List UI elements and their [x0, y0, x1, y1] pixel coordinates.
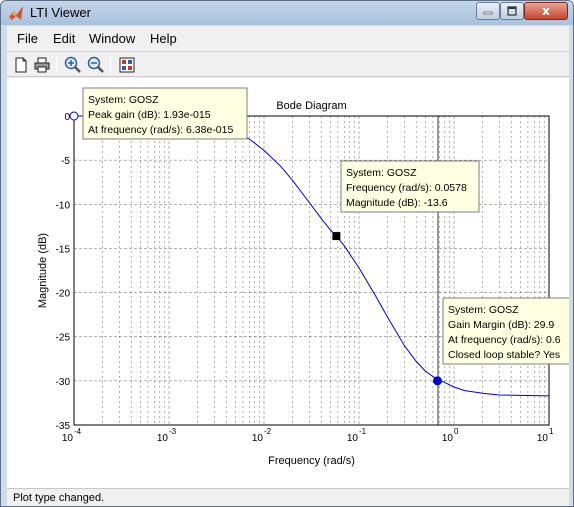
menu-window[interactable]: Window [89, 31, 136, 46]
close-button[interactable]: x [524, 2, 568, 20]
y-axis-label: Magnitude (dB) [37, 233, 49, 308]
status-text: Plot type changed. [13, 492, 105, 504]
toolbar-separator [110, 56, 111, 74]
datatip-box [82, 87, 248, 140]
peak-gain-marker[interactable] [69, 111, 79, 121]
menu-help[interactable]: Help [150, 31, 177, 46]
maximize-icon [507, 6, 517, 16]
datatip-line: At frequency (rad/s): 0.6 [448, 334, 561, 346]
x-tick-base: 10 [347, 433, 359, 444]
x-tick-label: 10-1 [347, 427, 367, 444]
window-title: LTI Viewer [30, 5, 91, 20]
datatips: System: GOSZ Peak gain (dB): 1.93e-015 At … [82, 87, 573, 365]
minimize-icon [483, 11, 493, 15]
y-tick-label: -5 [61, 156, 70, 167]
status-bar: Plot type changed. [7, 488, 569, 506]
minimize-button[interactable] [476, 2, 500, 20]
x-tick-exponent: -4 [74, 427, 82, 436]
x-tick-base: 10 [62, 433, 74, 444]
x-tick-base: 10 [537, 433, 549, 444]
datatip-line: Frequency (rad/s): 0.0578 [346, 182, 467, 194]
datatip[interactable]: System: GOSZ Gain Margin (dB): 29.9 At fre… [442, 297, 573, 365]
x-tick-label: 100 [442, 427, 459, 444]
markers [69, 111, 442, 386]
x-tick-exponent: -3 [169, 427, 177, 436]
axes-box [73, 115, 550, 426]
datatip[interactable]: System: GOSZ Peak gain (dB): 1.93e-015 At … [82, 87, 248, 140]
x-tick-label: 10-3 [157, 427, 177, 444]
x-tick-exponent: -1 [359, 427, 367, 436]
menu-file[interactable]: File [17, 31, 38, 46]
maximize-button[interactable] [500, 2, 524, 20]
x-tick-label: 10-2 [252, 427, 272, 444]
y-tick-label: -20 [56, 289, 71, 300]
y-tick-label: -25 [56, 333, 71, 344]
datatip-line: System: GOSZ [88, 94, 159, 106]
datatip-line: System: GOSZ [346, 167, 417, 179]
matlab-logo-icon [9, 6, 23, 20]
x-tick-base: 10 [157, 433, 169, 444]
plot-area[interactable]: Bode Diagram Frequency (rad/s) Magnitude… [7, 78, 573, 488]
datatip-line: System: GOSZ [448, 304, 519, 316]
close-icon: x [542, 4, 550, 18]
datatip-line: Closed loop stable? Yes [448, 349, 560, 361]
toolbar-separator [56, 56, 57, 74]
print-icon[interactable] [32, 55, 52, 75]
bode-chart[interactable]: Bode Diagram Frequency (rad/s) Magnitude… [7, 78, 573, 488]
y-tick-label: -30 [56, 377, 71, 388]
y-tick-label: -15 [56, 244, 71, 255]
x-tick-exponent: 0 [454, 427, 459, 436]
menu-edit[interactable]: Edit [53, 31, 76, 46]
datatip-line: Magnitude (dB): -13.6 [346, 197, 448, 209]
datatip-line: At frequency (rad/s): 6.38e-015 [88, 124, 233, 136]
chart-title: Bode Diagram [276, 100, 346, 112]
x-tick-base: 10 [252, 433, 264, 444]
x-tick-label: 10-4 [62, 427, 82, 444]
plot-configurations-icon[interactable] [117, 55, 137, 75]
datatip-box [340, 160, 480, 213]
x-tick-label: 101 [537, 427, 554, 444]
new-file-icon[interactable] [11, 55, 31, 75]
datatip-line: Gain Margin (dB): 29.9 [448, 319, 554, 331]
y-tick-labels: 0 -5 -10 -15 -20 -25 -30 -35 [56, 112, 71, 432]
x-tick-base: 10 [442, 433, 454, 444]
x-axis-label: Frequency (rad/s) [268, 455, 355, 467]
client-area: File Edit Window Help [7, 26, 573, 506]
zoom-in-icon[interactable] [63, 55, 83, 75]
x-tick-exponent: 1 [549, 427, 554, 436]
datatip[interactable]: System: GOSZ Frequency (rad/s): 0.0578 Mag… [340, 160, 480, 213]
datatip-line: Peak gain (dB): 1.93e-015 [88, 109, 211, 121]
y-tick-label: -35 [56, 421, 71, 432]
datatip-marker[interactable] [332, 232, 341, 241]
zoom-out-icon[interactable] [86, 55, 106, 75]
y-tick-label: -10 [56, 200, 71, 211]
datatip-box [442, 297, 573, 365]
menu-bar: File Edit Window Help [7, 26, 569, 52]
y-tick-label: 0 [64, 112, 70, 123]
title-bar[interactable]: LTI Viewer x [1, 1, 573, 25]
x-tick-exponent: -2 [264, 427, 272, 436]
toolbar [7, 53, 569, 77]
gain-margin-marker[interactable] [432, 376, 442, 386]
